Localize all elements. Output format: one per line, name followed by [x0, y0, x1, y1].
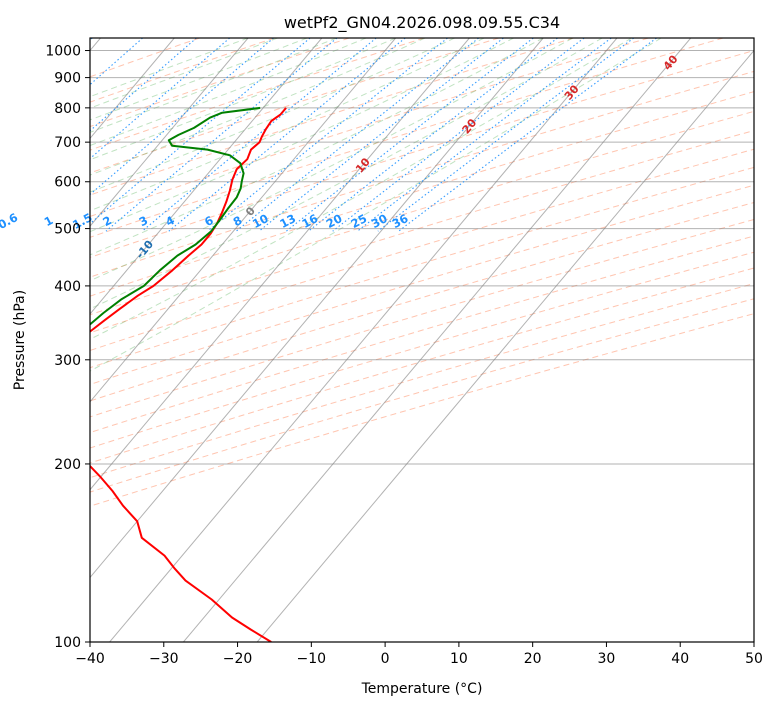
moist-adiabat-line	[90, 38, 485, 212]
temperature-profile-line	[90, 107, 287, 642]
moist-adiabat-line	[90, 38, 249, 98]
mixing-ratio-label: 36	[390, 211, 411, 231]
dry-adiabat-line	[90, 91, 754, 297]
mixing-ratio-label: 10	[250, 211, 271, 231]
dry-adiabat-line	[90, 166, 754, 369]
mixing-ratio-label: 16	[299, 211, 320, 231]
x-tick-label: 30	[598, 651, 616, 667]
x-tick-label: −10	[297, 651, 327, 667]
dry-adiabat-line	[90, 70, 754, 278]
y-tick-label: 600	[54, 175, 81, 191]
mixing-ratio-line	[308, 38, 558, 232]
y-tick-label: 700	[54, 135, 81, 151]
dry-adiabat-line	[90, 267, 754, 464]
x-tick-label: 0	[381, 651, 390, 667]
mixing-ratio-line	[141, 38, 377, 232]
x-tick-label: 20	[524, 651, 542, 667]
mixing-ratio-line	[168, 38, 406, 232]
mixing-ratio-line	[285, 38, 534, 232]
y-tick-label: 100	[54, 635, 81, 651]
moist-adiabat-line	[90, 38, 603, 310]
isotherm-line	[90, 38, 249, 227]
y-axis-label: Pressure (hPa)	[12, 290, 28, 390]
isotherm-line	[90, 38, 323, 315]
dry-adiabat-line	[90, 201, 754, 402]
dry-adiabat-line	[90, 129, 754, 334]
x-tick-label: −30	[149, 651, 179, 667]
dry-adiabat-line	[90, 38, 574, 196]
dry-adiabat-line	[90, 313, 754, 507]
isotherm-line	[90, 38, 470, 491]
moist-adiabat-line	[90, 38, 514, 233]
mixing-ratio-line	[258, 38, 504, 232]
mixing-ratio-line	[90, 38, 197, 132]
mixing-ratio-label: 4	[163, 213, 177, 229]
moist-adiabat-line	[90, 38, 367, 147]
x-tick-label: 10	[450, 651, 468, 667]
isotherm-line	[90, 38, 397, 403]
x-axis: −40 −30 −20 −10 0 10 20 30 40 50	[75, 642, 763, 667]
dry-adiabat-line	[90, 184, 754, 386]
isotherm-line	[256, 49, 754, 642]
y-tick-label: 300	[54, 353, 81, 369]
dry-adiabat-line	[90, 235, 754, 434]
dry-adiabat-line	[90, 218, 754, 418]
mixing-ratio-line	[398, 38, 657, 232]
mixing-ratio-line	[105, 38, 338, 232]
mixing-ratio-line	[332, 38, 585, 232]
x-tick-label: −40	[75, 651, 105, 667]
moist-adiabat-line	[90, 38, 396, 161]
moist-adiabat-line	[90, 38, 426, 176]
isotherm-line	[183, 38, 692, 642]
x-tick-label: 50	[745, 651, 763, 667]
moist-adiabat-line	[90, 38, 337, 133]
y-tick-label: 400	[54, 279, 81, 295]
dewpoint-profile-line	[90, 106, 261, 326]
y-tick-label: 800	[54, 101, 81, 117]
isotherm-line	[90, 38, 544, 579]
dry-adiabat-line	[90, 148, 754, 352]
dry-adiabat-line	[90, 283, 754, 479]
dry-adiabat-line	[90, 38, 649, 218]
moist-adiabat-line	[90, 38, 573, 282]
moist-adiabat-line	[90, 38, 544, 256]
isotherm-line	[109, 38, 618, 642]
plot-frame	[89, 37, 755, 643]
mixing-ratio-line	[90, 38, 311, 225]
mixing-ratio-line	[377, 38, 635, 232]
mixing-ratio-line	[90, 38, 231, 160]
mixing-ratio-line	[357, 38, 612, 232]
y-tick-label: 1000	[45, 44, 81, 60]
mixing-ratio-label: 20	[324, 211, 345, 231]
x-tick-label: 40	[671, 651, 689, 667]
x-axis-label: Temperature (°C)	[361, 681, 483, 697]
mixing-ratio-label: 13	[277, 211, 298, 231]
dry-adiabat-line	[90, 110, 754, 316]
dry-adiabat-line	[90, 38, 425, 151]
mixing-ratio-line	[90, 38, 274, 196]
y-axis: 100 200 300 400 500 600 700 800 900 1000	[45, 44, 90, 651]
y-tick-label: 900	[54, 71, 81, 87]
dry-adiabat-line	[90, 251, 754, 449]
background-lines	[90, 38, 754, 642]
y-tick-label: 200	[54, 457, 81, 473]
mixing-ratio-label: 0.6	[0, 210, 20, 232]
dry-adiabat-line	[90, 38, 275, 103]
dry-adiabat-line	[90, 298, 754, 493]
mixing-ratio-label: 30	[369, 211, 390, 231]
dry-adiabat-line	[90, 49, 754, 258]
moist-adiabat-line	[90, 38, 662, 372]
moist-adiabat-line	[90, 38, 632, 340]
moist-adiabat-line	[90, 38, 278, 109]
x-tick-label: −20	[223, 651, 253, 667]
dry-adiabat-line	[90, 38, 724, 238]
moist-adiabat-line	[90, 38, 455, 193]
moist-adiabat-line	[90, 38, 308, 121]
mixing-ratio-label: 25	[348, 211, 369, 231]
profiles	[90, 106, 287, 642]
chart-title: wetPf2_GN04.2026.098.09.55.C34	[284, 13, 560, 33]
y-tick-label: 500	[54, 222, 81, 238]
